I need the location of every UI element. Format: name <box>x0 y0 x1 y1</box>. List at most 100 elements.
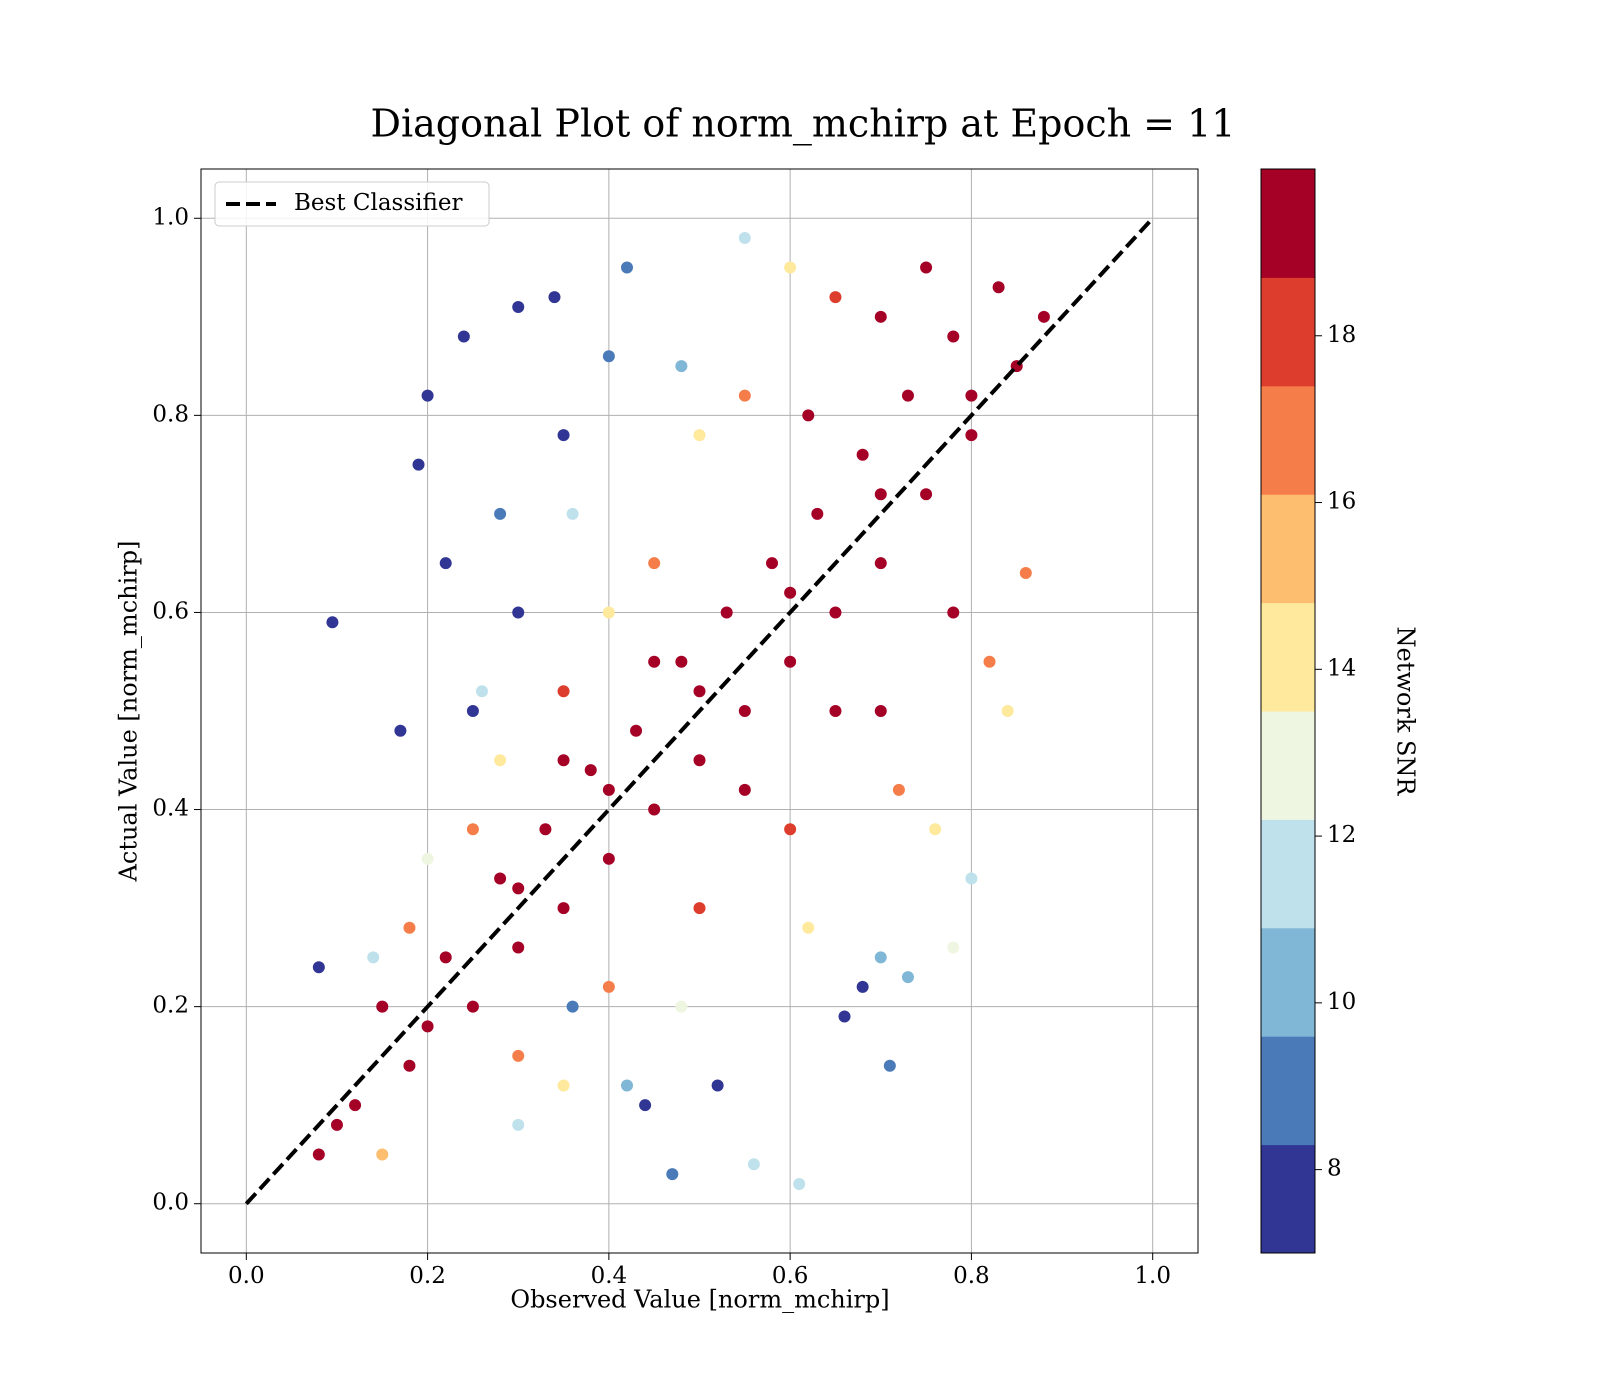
legend-label: Best Classifier <box>294 190 462 216</box>
colorbar-band <box>1261 602 1315 712</box>
x-tick-label: 1.0 <box>1134 1263 1171 1289</box>
point <box>784 655 797 668</box>
colorbar-tick-label: 14 <box>1327 655 1356 681</box>
reference-line <box>244 216 1155 1206</box>
point <box>620 1079 633 1092</box>
point <box>376 1000 389 1013</box>
point <box>494 872 507 885</box>
point <box>802 921 815 934</box>
point <box>376 1148 389 1161</box>
point <box>738 783 751 796</box>
point <box>403 921 416 934</box>
point <box>620 261 633 274</box>
x-tick-label: 0.6 <box>772 1263 809 1289</box>
point <box>892 783 905 796</box>
point <box>494 507 507 520</box>
point <box>584 764 597 777</box>
point <box>874 488 887 501</box>
plot-frame <box>200 168 1199 1254</box>
point <box>557 1079 570 1092</box>
point <box>675 655 688 668</box>
point <box>920 488 933 501</box>
point <box>929 823 942 836</box>
point <box>693 429 706 442</box>
point <box>494 754 507 767</box>
point <box>466 705 479 717</box>
point <box>602 980 615 993</box>
y-tick-label: 0.0 <box>152 1190 189 1216</box>
point <box>557 429 570 442</box>
point <box>630 724 643 737</box>
point <box>711 1079 724 1092</box>
x-tick-label: 0.2 <box>409 1263 446 1289</box>
point <box>965 429 978 442</box>
point <box>394 724 407 737</box>
point <box>512 941 525 954</box>
point <box>838 1010 851 1023</box>
point <box>512 606 525 619</box>
point <box>802 409 815 422</box>
point <box>421 1020 434 1033</box>
colorbar-label: Network SNR <box>1392 627 1420 797</box>
colorbar-band <box>1261 385 1315 495</box>
colorbar-tick-label: 18 <box>1327 322 1356 348</box>
point <box>312 1148 325 1161</box>
point <box>738 389 751 402</box>
point <box>602 783 615 796</box>
point <box>693 902 706 915</box>
point <box>349 1099 362 1112</box>
point <box>901 389 914 402</box>
point <box>475 685 488 698</box>
point <box>811 507 824 520</box>
point <box>947 606 960 619</box>
point <box>539 823 552 836</box>
point <box>829 291 842 304</box>
colorbar-band <box>1261 1036 1315 1146</box>
colorbar-tick-label: 10 <box>1327 989 1356 1015</box>
y-axis-label: Actual Value [norm_mchirp] <box>115 541 143 883</box>
point <box>784 586 797 599</box>
point <box>512 1049 525 1062</box>
point <box>829 606 842 619</box>
x-tick-label: 0.0 <box>228 1263 265 1289</box>
y-tick-label: 1.0 <box>152 204 189 230</box>
scatter-points <box>312 231 1050 1191</box>
y-tick-label: 0.8 <box>152 401 189 427</box>
point <box>1001 705 1014 717</box>
point <box>1019 567 1032 580</box>
point <box>602 606 615 619</box>
y-tick-label: 0.6 <box>152 598 189 624</box>
point <box>766 557 779 570</box>
point <box>738 231 751 244</box>
point <box>512 882 525 895</box>
point <box>856 980 869 993</box>
point <box>965 389 978 402</box>
point <box>675 360 688 373</box>
colorbar-band <box>1261 494 1315 604</box>
colorbar-band <box>1261 169 1315 278</box>
point <box>367 951 380 964</box>
point <box>874 557 887 570</box>
point <box>1037 310 1050 323</box>
point <box>312 961 325 974</box>
colorbar-tick-label: 16 <box>1327 489 1356 515</box>
point <box>412 458 425 471</box>
colorbar-band <box>1261 1144 1315 1254</box>
point <box>784 261 797 274</box>
colorbar-band <box>1261 277 1315 387</box>
point <box>512 300 525 313</box>
point <box>466 1000 479 1013</box>
point <box>403 1059 416 1072</box>
point <box>693 685 706 698</box>
point <box>965 872 978 885</box>
point <box>784 823 797 836</box>
point <box>793 1178 806 1191</box>
point <box>883 1059 896 1072</box>
point <box>856 448 869 461</box>
point <box>566 507 579 520</box>
point <box>738 705 751 717</box>
point <box>648 803 661 816</box>
point <box>439 557 452 570</box>
legend-box <box>214 181 490 227</box>
